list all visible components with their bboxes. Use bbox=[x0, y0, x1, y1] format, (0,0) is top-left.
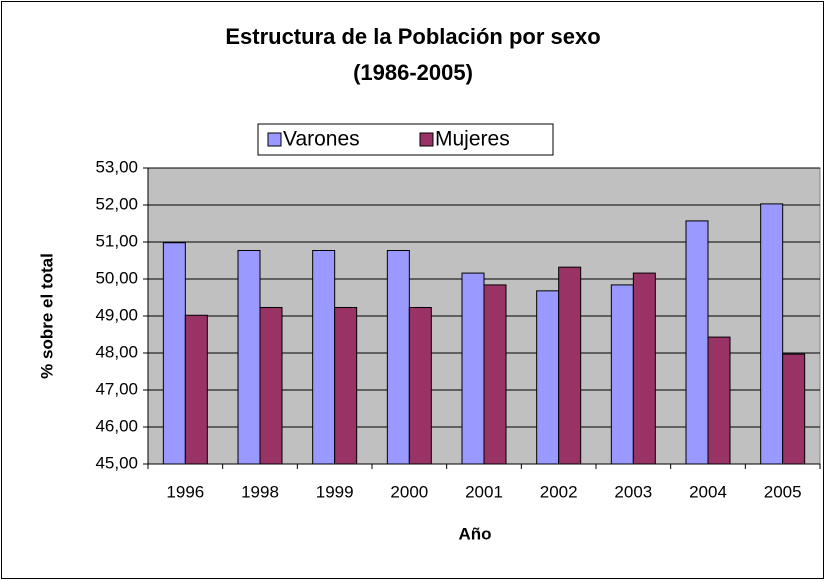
bar bbox=[237, 250, 261, 465]
y-axis-label: % sobre el total bbox=[37, 253, 56, 379]
x-tick-label: 1996 bbox=[166, 482, 204, 501]
bar bbox=[483, 284, 507, 465]
legend bbox=[257, 123, 554, 156]
x-tick-label: 2004 bbox=[689, 482, 727, 501]
x-tick-label: 2005 bbox=[764, 482, 802, 501]
y-tick-label: 45,00 bbox=[95, 453, 138, 472]
legend-label: Mujeres bbox=[435, 128, 510, 151]
bar bbox=[334, 306, 358, 465]
bar bbox=[461, 272, 485, 465]
y-tick-label: 48,00 bbox=[95, 342, 138, 361]
x-axis-label: Año bbox=[458, 524, 491, 543]
bar bbox=[184, 314, 208, 465]
legend-label: Varones bbox=[283, 128, 360, 151]
y-tick-label: 52,00 bbox=[95, 194, 138, 213]
x-tick-label: 1999 bbox=[316, 482, 354, 501]
chart-subtitle: (1986-2005) bbox=[353, 60, 473, 85]
bar bbox=[610, 284, 634, 465]
x-tick-label: 1998 bbox=[241, 482, 279, 501]
bar bbox=[707, 336, 731, 465]
bar bbox=[536, 290, 560, 465]
x-tick-label: 2001 bbox=[465, 482, 503, 501]
y-tick-label: 47,00 bbox=[95, 379, 138, 398]
y-tick-label: 46,00 bbox=[95, 416, 138, 435]
bar bbox=[632, 272, 656, 465]
bar bbox=[162, 242, 186, 465]
chart-title: Estructura de la Población por sexo bbox=[225, 24, 600, 49]
legend-swatch bbox=[419, 132, 434, 147]
bar bbox=[259, 306, 283, 465]
y-tick-label: 49,00 bbox=[95, 305, 138, 324]
bar bbox=[312, 250, 336, 465]
bar bbox=[408, 306, 432, 465]
x-tick-label: 2000 bbox=[390, 482, 428, 501]
x-tick-label: 2003 bbox=[614, 482, 652, 501]
y-tick-label: 50,00 bbox=[95, 268, 138, 287]
y-tick-label: 51,00 bbox=[95, 231, 138, 250]
bar bbox=[760, 203, 784, 465]
bar bbox=[558, 266, 582, 465]
y-tick-label: 53,00 bbox=[95, 157, 138, 176]
x-tick-label: 2002 bbox=[540, 482, 578, 501]
bar bbox=[685, 220, 709, 465]
legend-swatch bbox=[267, 132, 282, 147]
bar bbox=[386, 250, 410, 465]
bar bbox=[782, 353, 806, 465]
